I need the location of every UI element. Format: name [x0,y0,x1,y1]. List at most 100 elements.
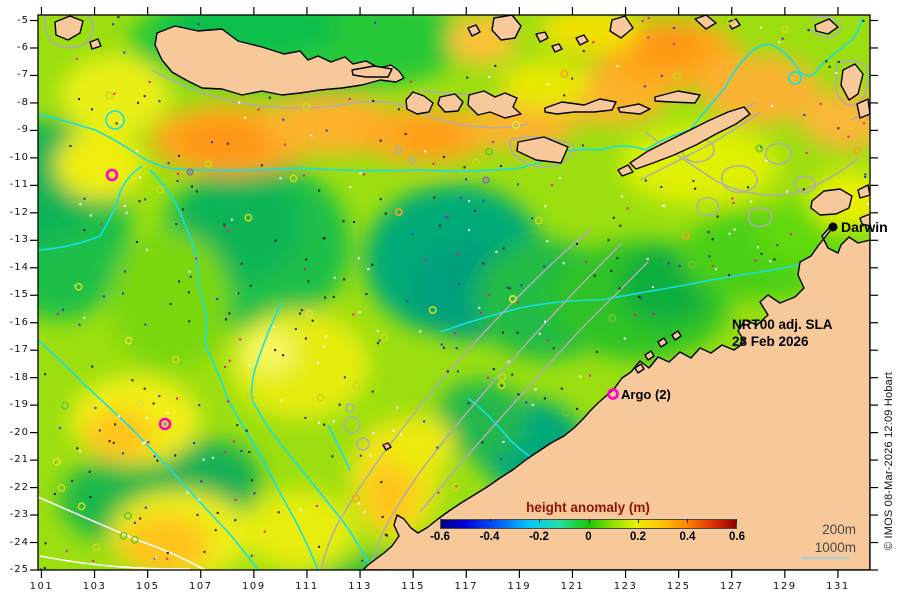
float-ring[interactable] [352,381,361,390]
x-tick-label: 131 [826,581,850,592]
float-ring[interactable] [124,336,133,345]
island-sumbawa [467,90,522,119]
float-ring[interactable] [500,80,509,89]
float-ring[interactable] [351,494,360,503]
argo-callout-marker[interactable] [607,388,619,400]
island-bali [405,91,434,115]
float-ring[interactable] [852,146,861,155]
float-ring[interactable] [560,69,569,78]
float-ring[interactable] [394,208,403,217]
map-border [37,14,871,571]
float-ring[interactable] [608,314,617,323]
float-ring[interactable] [302,102,311,111]
x-tick-label: 103 [82,581,107,592]
x-tick-label: 113 [348,581,372,592]
float-ring[interactable] [57,483,66,492]
island-alor [617,103,651,115]
x-tick-label: 127 [719,581,744,592]
float-ring[interactable] [780,25,789,34]
x-tick-label: 101 [29,581,54,592]
float-ring[interactable] [92,543,101,552]
y-tick-label: -15 [9,289,29,301]
y-tick-label: -11 [9,179,29,191]
x-tick-label: 121 [560,581,585,592]
y-tick-label: -17 [9,344,29,356]
float-ring[interactable] [534,216,543,225]
float-ring[interactable] [471,158,480,167]
gray-float-marker[interactable] [186,168,194,176]
float-ring[interactable] [289,174,298,183]
argo-highlight-marker[interactable] [158,417,172,431]
float-ring[interactable] [672,71,681,80]
float-ring[interactable] [379,333,388,342]
colorbar-tick [736,519,737,523]
float-ring[interactable] [244,213,253,222]
x-tick-label: 117 [454,581,479,592]
colorbar-tick-label: -0.6 [430,531,450,543]
float-ring[interactable] [300,484,309,493]
float-ring[interactable] [52,457,61,466]
colorbar-tick [539,519,541,523]
colorbar-tick [441,519,442,523]
float-ring[interactable] [498,373,507,382]
float-ring[interactable] [123,511,132,520]
float-ring[interactable] [497,381,506,390]
float-ring[interactable] [485,147,494,156]
y-tick-label: -18 [9,371,29,383]
float-ring[interactable] [755,144,764,153]
float-ring[interactable] [74,282,83,291]
depth-contour-legend: 200m 1000m [798,521,856,556]
colorbar[interactable] [440,519,737,529]
float-ring[interactable] [428,305,437,314]
island-wetar [654,90,701,104]
float-ring[interactable] [316,393,325,402]
colorbar-tick [588,519,590,523]
float-ring[interactable] [562,408,571,417]
y-tick-label: -10 [9,151,29,163]
y-tick-label: -22 [9,481,29,493]
float-ring-markers [52,17,861,552]
float-ring[interactable] [156,185,165,194]
float-ring[interactable] [171,355,180,364]
island-tiwi [810,188,853,216]
colorbar-tick-label: 0.6 [729,531,745,543]
product-name: NRT00 adj. SLA [732,317,833,332]
island-madura [351,65,393,78]
float-ring[interactable] [687,260,696,269]
depth-1000m-contour-sample [801,557,849,559]
city-marker-darwin[interactable] [828,222,838,232]
float-ring[interactable] [119,531,128,540]
colorbar-tick-label: -0.4 [479,531,500,543]
x-tick-label: 107 [188,581,213,592]
gray-float-core [163,422,167,426]
float-ring[interactable] [451,483,460,492]
x-tick-label: 119 [507,581,532,592]
y-tick-label: -21 [9,454,29,466]
float-ring[interactable] [130,535,139,544]
island-java [154,25,405,96]
float-ring[interactable] [60,401,69,410]
float-ring[interactable] [136,399,145,408]
x-tick-label: 105 [135,581,160,592]
colorbar-tick [637,519,639,523]
y-tick-label: -23 [9,509,29,521]
y-tick-label: -16 [9,316,29,328]
float-ring[interactable] [305,309,314,318]
island-sumatra-tip [54,15,84,41]
y-tick-label: -24 [9,536,29,548]
argo-highlight-marker[interactable] [105,168,119,182]
float-ring[interactable] [105,91,114,100]
float-ring[interactable] [726,17,735,26]
float-ring[interactable] [511,120,520,129]
float-ring[interactable] [77,502,86,511]
float-ring[interactable] [246,393,255,402]
island-sumba [516,136,569,164]
float-ring[interactable] [681,231,690,240]
island-flores [544,98,617,115]
float-ring[interactable] [204,160,213,169]
float-ring[interactable] [508,294,517,303]
gray-float-marker[interactable] [482,176,490,184]
colorbar-tick [686,519,688,523]
y-tick-label: -19 [9,399,29,411]
